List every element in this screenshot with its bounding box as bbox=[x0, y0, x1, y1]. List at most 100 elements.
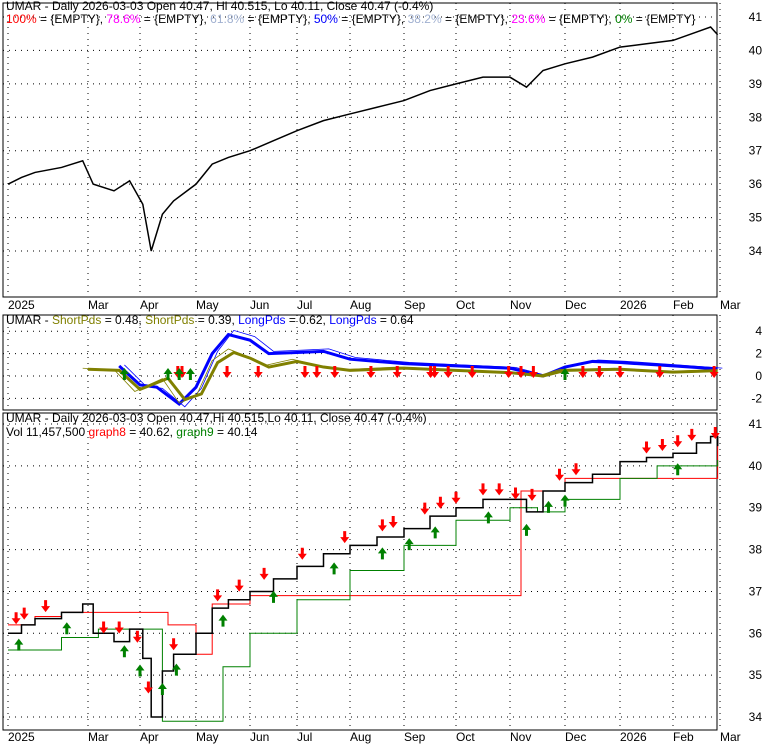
osc-ytick: 4 bbox=[755, 324, 762, 338]
sell-arrow bbox=[253, 366, 263, 378]
sell-arrow bbox=[213, 589, 223, 602]
osc-legend-item: ShortPds bbox=[145, 313, 194, 327]
x-tick-top: Mar bbox=[720, 298, 741, 312]
x-tick-bottom: Jun bbox=[250, 730, 269, 744]
sell-arrow bbox=[504, 366, 514, 378]
sell-arrow bbox=[99, 621, 109, 634]
stops-ytick: 34 bbox=[749, 710, 763, 724]
sell-arrow bbox=[494, 483, 504, 496]
buy-arrow bbox=[269, 590, 278, 603]
fib-value: = {EMPTY}, bbox=[37, 12, 107, 26]
price-ytick: 40 bbox=[749, 43, 763, 57]
price-ytick: 39 bbox=[749, 77, 763, 91]
buy-arrow bbox=[483, 511, 493, 524]
price-title: UMAR - Daily 2026-03-03 Open 40.47, Hi 4… bbox=[6, 0, 433, 13]
price-ytick: 41 bbox=[749, 10, 763, 24]
sell-arrow bbox=[388, 515, 398, 528]
sell-arrow bbox=[467, 366, 477, 378]
fib-value: = {EMPTY} bbox=[632, 12, 695, 26]
osc-legend: UMAR - ShortPds = 0.48, ShortPds = 0.39,… bbox=[6, 313, 414, 327]
x-tick-bottom: Feb bbox=[673, 730, 694, 744]
sell-arrow bbox=[528, 366, 538, 378]
sell-arrow bbox=[673, 435, 683, 448]
stops-ytick: 39 bbox=[749, 501, 763, 515]
buy-arrow bbox=[560, 368, 570, 380]
stops-legend-item: graph8 bbox=[89, 425, 127, 439]
sell-arrow bbox=[657, 438, 667, 451]
sell-arrow bbox=[511, 487, 520, 500]
buy-arrow bbox=[14, 638, 24, 651]
stops-ytick: 38 bbox=[749, 543, 763, 557]
buy-arrow bbox=[522, 523, 531, 536]
stops-ytick: 35 bbox=[749, 668, 763, 682]
stops-legend: Vol 11,457,500 graph8 = 40.62, graph9 = … bbox=[6, 425, 258, 439]
sell-arrow bbox=[571, 463, 581, 476]
sell-arrow bbox=[114, 621, 124, 634]
buy-arrow bbox=[62, 622, 72, 635]
osc-ytick: -2 bbox=[751, 391, 762, 405]
x-tick-top: 2026 bbox=[620, 298, 647, 312]
fib-value: = {EMPTY}, bbox=[244, 12, 314, 26]
fib-level: 0% bbox=[615, 12, 633, 26]
x-tick-bottom: 2025 bbox=[8, 730, 35, 744]
sell-arrow bbox=[578, 366, 588, 378]
sell-arrow bbox=[642, 441, 651, 454]
sell-arrow bbox=[710, 426, 720, 439]
sell-arrow bbox=[516, 366, 526, 378]
panel-frame bbox=[2, 412, 718, 731]
osc-ytick: 2 bbox=[755, 347, 762, 361]
x-tick-top: Sep bbox=[404, 298, 426, 312]
osc-ytick: 0 bbox=[755, 369, 762, 383]
fib-value: = {EMPTY}, bbox=[442, 12, 512, 26]
fib-level: 100% bbox=[6, 12, 37, 26]
sell-arrow bbox=[443, 366, 453, 378]
sell-arrow bbox=[11, 612, 21, 625]
x-tick-top: Nov bbox=[510, 298, 531, 312]
x-tick-top: Aug bbox=[350, 298, 371, 312]
sell-arrow bbox=[655, 366, 665, 378]
panel-frame bbox=[2, 314, 718, 411]
buy-arrow bbox=[404, 538, 414, 551]
x-tick-top: Mar bbox=[88, 298, 109, 312]
buy-arrow bbox=[119, 368, 129, 380]
buy-arrow bbox=[430, 526, 440, 539]
x-tick-top: 2025 bbox=[8, 298, 35, 312]
x-tick-top: Jul bbox=[297, 298, 312, 312]
sell-arrow bbox=[687, 428, 697, 441]
sell-arrow bbox=[132, 630, 142, 643]
sell-arrow bbox=[41, 600, 51, 613]
x-tick-bottom: Mar bbox=[88, 730, 109, 744]
stops-title: UMAR - Daily 2026-03-03 Open 40.47,Hi 40… bbox=[6, 411, 427, 425]
sell-arrow bbox=[234, 579, 244, 592]
stops-legend-item: graph9 bbox=[176, 425, 214, 439]
x-tick-bottom: Jul bbox=[297, 730, 312, 744]
stops-ytick: 37 bbox=[749, 584, 763, 598]
sell-arrow bbox=[169, 638, 179, 651]
sell-arrow bbox=[594, 366, 604, 378]
x-tick-bottom: Aug bbox=[350, 730, 371, 744]
sell-arrow bbox=[435, 496, 445, 509]
x-tick-top: May bbox=[196, 298, 219, 312]
x-tick-bottom: Sep bbox=[404, 730, 426, 744]
buy-arrow bbox=[218, 614, 228, 627]
price-step-line bbox=[8, 435, 719, 718]
fib-legend: 100% = {EMPTY}, 78.6% = {EMPTY}, 61.8% =… bbox=[6, 12, 695, 26]
sell-arrow bbox=[222, 366, 232, 378]
sell-arrow bbox=[615, 366, 625, 378]
sell-arrow bbox=[478, 483, 488, 496]
x-tick-top: Apr bbox=[140, 298, 159, 312]
sell-arrow bbox=[366, 366, 376, 378]
buy-arrow bbox=[163, 368, 173, 380]
stops-ytick: 36 bbox=[749, 626, 763, 640]
sell-arrow bbox=[451, 491, 461, 504]
x-tick-bottom: Nov bbox=[510, 730, 531, 744]
price-ytick: 35 bbox=[749, 211, 763, 225]
buy-arrow bbox=[171, 663, 181, 676]
sell-arrow bbox=[709, 366, 719, 378]
sell-arrow bbox=[527, 488, 537, 501]
buy-arrow bbox=[329, 562, 339, 575]
fib-level: 50% bbox=[314, 12, 338, 26]
sell-arrow bbox=[297, 547, 307, 560]
sell-arrow bbox=[340, 531, 350, 544]
x-tick-top: Jun bbox=[250, 298, 269, 312]
